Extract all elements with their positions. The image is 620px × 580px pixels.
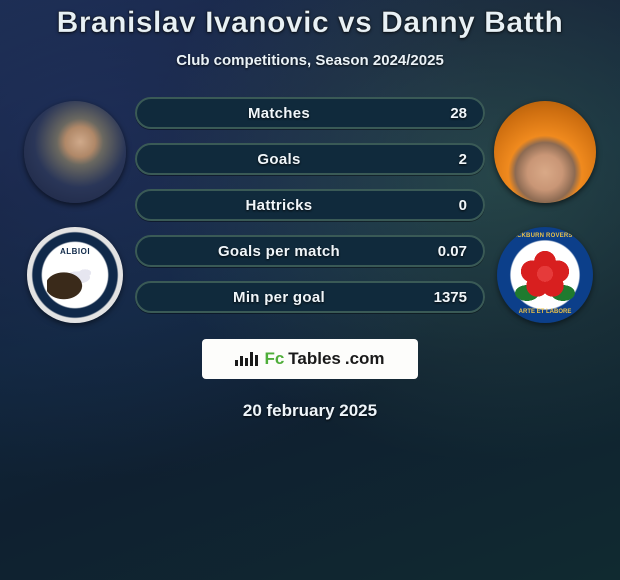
club-crest-left xyxy=(27,227,123,323)
stat-label: Goals xyxy=(137,151,421,168)
stats-list: Matches 28 Goals 2 Hattricks 0 Goals per… xyxy=(135,95,485,313)
bar-chart-icon xyxy=(235,352,258,366)
stat-value-right: 0.07 xyxy=(421,243,483,260)
crest-bird-icon xyxy=(47,255,103,311)
club-crest-right xyxy=(497,227,593,323)
comparison-row: Matches 28 Goals 2 Hattricks 0 Goals per… xyxy=(0,95,620,323)
stat-label: Matches xyxy=(137,105,421,122)
stat-label: Goals per match xyxy=(137,243,421,260)
stat-value-right: 2 xyxy=(421,151,483,168)
stat-row-mpg: Min per goal 1375 xyxy=(135,281,485,313)
left-side xyxy=(15,95,135,323)
stat-row-gpm: Goals per match 0.07 xyxy=(135,235,485,267)
crest-rose-icon xyxy=(515,245,575,305)
page-title: Branislav Ivanovic vs Danny Batth xyxy=(0,6,620,40)
stat-row-goals: Goals 2 xyxy=(135,143,485,175)
player-avatar-left xyxy=(24,101,126,203)
stat-value-right: 1375 xyxy=(421,289,483,306)
stat-label: Hattricks xyxy=(137,197,421,214)
stat-label: Min per goal xyxy=(137,289,421,306)
card: Branislav Ivanovic vs Danny Batth Club c… xyxy=(0,0,620,580)
logo-tld: .com xyxy=(345,349,385,369)
subtitle: Club competitions, Season 2024/2025 xyxy=(0,52,620,69)
logo-suffix: Tables xyxy=(288,349,341,369)
stat-value-right: 28 xyxy=(421,105,483,122)
date-label: 20 february 2025 xyxy=(0,401,620,421)
stat-row-hattricks: Hattricks 0 xyxy=(135,189,485,221)
fctables-logo: FcTables.com xyxy=(202,339,418,379)
stat-row-matches: Matches 28 xyxy=(135,97,485,129)
stat-value-right: 0 xyxy=(421,197,483,214)
logo-prefix: Fc xyxy=(264,349,284,369)
player-avatar-right xyxy=(494,101,596,203)
right-side xyxy=(485,95,605,323)
